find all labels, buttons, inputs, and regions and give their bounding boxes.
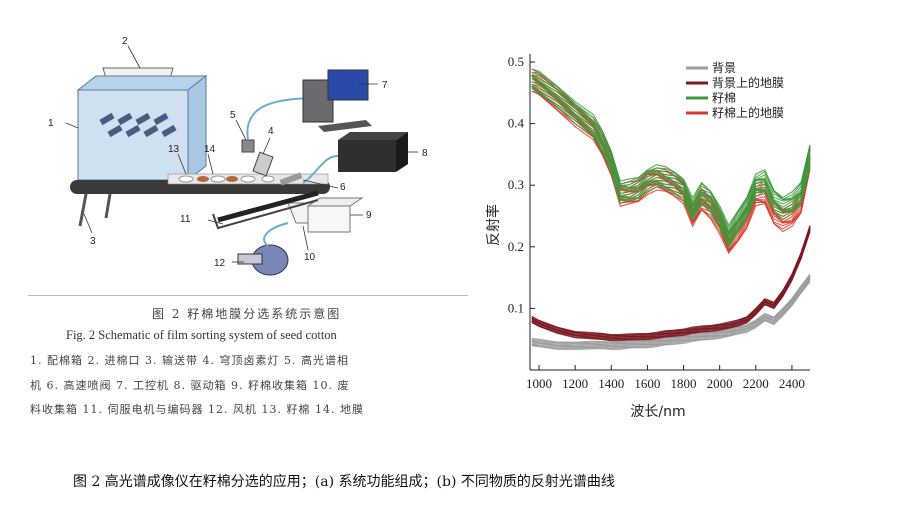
legend-label-1: 背景 xyxy=(712,61,736,75)
y-tick-label-2: 0.2 xyxy=(508,239,524,254)
seed-cotton-collection-box xyxy=(307,205,351,233)
x-tick-label-8: 2400 xyxy=(779,376,805,391)
part-number-labels xyxy=(65,45,418,263)
part-label-10: 10 xyxy=(304,252,316,263)
series-line-1-14 xyxy=(531,274,811,343)
part-label-4: 4 xyxy=(268,126,274,137)
plot-area xyxy=(531,68,811,351)
parts-legend-line-3: 料收集箱 11. 伺服电机与编码器 12. 风机 13. 籽棉 14. 地膜 xyxy=(30,403,364,416)
series-line-2-1 xyxy=(531,231,811,342)
y-axis-label: 反射率 xyxy=(485,204,502,246)
parts-legend-line-2: 机 6. 高速喷阀 7. 工控机 8. 驱动箱 9. 籽棉收集箱 10. 废 xyxy=(30,379,350,392)
cotton-and-film-on-belt xyxy=(178,175,275,183)
hyperspectral-camera xyxy=(241,139,255,153)
y-tick-label-3: 0.3 xyxy=(508,177,524,192)
x-tick-label-5: 1800 xyxy=(671,376,697,391)
axes: 0.1 0.2 0.3 0.4 0.5 1000 1200 1400 1600 1800 2000 2… xyxy=(508,54,810,391)
series-line-4-12 xyxy=(531,74,811,239)
reflectance-spectra-chart: 0.1 0.2 0.3 0.4 0.5 1000 1200 1400 1600 1800 2000 2… xyxy=(485,54,811,420)
halogen-lamp xyxy=(252,151,274,177)
caption-divider xyxy=(28,295,468,296)
drive-box xyxy=(338,140,396,172)
y-tick-label-4: 0.4 xyxy=(508,116,525,131)
part-label-8: 8 xyxy=(422,148,428,159)
cotton-distribution-box xyxy=(77,89,189,181)
part-label-13: 13 xyxy=(168,144,180,155)
x-tick-label-6: 2000 xyxy=(707,376,733,391)
y-tick-label-1: 0.1 xyxy=(508,300,524,315)
seed-cotton-sorting-schematic: 1 2 3 4 5 6 7 8 9 10 11 12 13 14 xyxy=(48,36,428,276)
support-leg xyxy=(78,193,88,227)
legend-label-4: 籽棉上的地膜 xyxy=(712,105,784,120)
series-line-2-2 xyxy=(531,231,811,341)
series-line-2-3 xyxy=(531,230,811,341)
part-label-14: 14 xyxy=(204,144,216,155)
part-label-11: 11 xyxy=(180,214,191,225)
part-label-9: 9 xyxy=(366,210,372,221)
legend-label-2: 背景上的地膜 xyxy=(712,75,784,90)
series-line-3-13 xyxy=(531,71,811,230)
series-line-2-14 xyxy=(531,225,811,336)
legend-label-3: 籽棉 xyxy=(712,91,736,105)
blower-fan xyxy=(237,244,289,276)
bottom-figure-caption: 图 2 高光谱成像仪在籽棉分选的应用；(a) 系统功能组成；(b) 不同物质的反… xyxy=(73,474,615,490)
series-line-3-14 xyxy=(531,68,811,227)
x-tick-label-4: 1600 xyxy=(634,376,660,391)
part-label-1: 1 xyxy=(48,118,54,129)
parts-legend-line-1: 1. 配棉箱 2. 进棉口 3. 输送带 4. 穹顶卤素灯 5. 高光谱相 xyxy=(30,354,349,367)
series-line-3-3 xyxy=(531,85,811,246)
series-line-2-4 xyxy=(531,229,811,340)
x-tick-label-7: 2200 xyxy=(743,376,769,391)
part-label-5: 5 xyxy=(230,110,236,121)
x-tick-label-1: 1000 xyxy=(526,376,552,391)
industrial-computer xyxy=(302,69,372,132)
part-label-7: 7 xyxy=(382,80,388,91)
distribution-rollers xyxy=(99,112,177,138)
part-label-6: 6 xyxy=(340,182,346,193)
part-label-3: 3 xyxy=(90,236,96,247)
high-speed-nozzle xyxy=(279,172,303,186)
x-tick-label-2: 1200 xyxy=(562,376,588,391)
x-axis-label: 波长/nm xyxy=(630,404,685,420)
part-label-12: 12 xyxy=(214,258,226,269)
y-tick-label-5: 0.5 xyxy=(508,54,524,69)
figure-caption-english: Fig. 2 Schematic of film sorting system … xyxy=(66,328,337,342)
part-label-2: 2 xyxy=(122,36,128,47)
figure-caption-chinese: 图 2 籽棉地膜分选系统示意图 xyxy=(152,307,342,321)
x-tick-label-3: 1400 xyxy=(598,376,624,391)
